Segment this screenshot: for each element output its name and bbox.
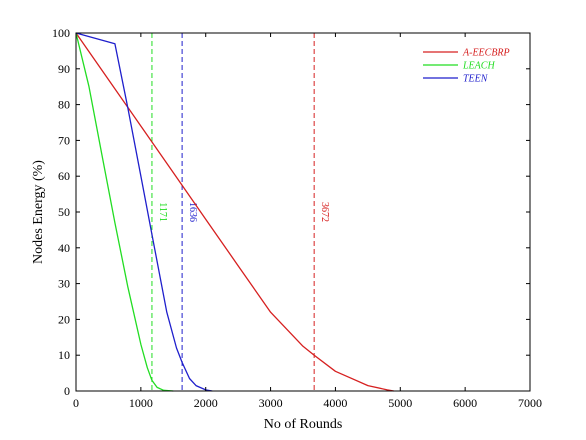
marker-label-1636: 1636 xyxy=(187,202,198,222)
series-layer xyxy=(75,32,394,392)
y-tick-label: 50 xyxy=(58,205,70,219)
x-tick-label: 6000 xyxy=(453,396,477,410)
legend-label-leach: LEACH xyxy=(462,61,495,72)
y-tick-label: 80 xyxy=(58,98,70,112)
legend-label-a-eecbrp: A-EECBRP xyxy=(462,48,510,59)
x-tick-label: 1000 xyxy=(129,396,153,410)
plot-area xyxy=(76,33,530,391)
x-tick-label: 2000 xyxy=(194,396,218,410)
y-tick-label: 100 xyxy=(52,26,70,40)
y-tick-label: 30 xyxy=(58,277,70,291)
x-tick-label: 3000 xyxy=(259,396,283,410)
y-tick-label: 10 xyxy=(58,348,70,362)
legend: A-EECBRP LEACH TEEN xyxy=(423,48,510,85)
x-tick-label: 5000 xyxy=(388,396,412,410)
series-line-a-eecbrp xyxy=(75,32,394,392)
legend-label-teen: TEEN xyxy=(463,74,489,85)
series-line-teen xyxy=(75,32,213,392)
y-axis-title: Nodes Energy (%) xyxy=(31,160,46,264)
marker-label-1171: 1171 xyxy=(157,202,168,222)
y-tick-label: 0 xyxy=(64,384,70,398)
y-tick-label: 90 xyxy=(58,62,70,76)
y-tick-label: 20 xyxy=(58,312,70,326)
marker-layer: 1171 1636 3672 xyxy=(151,33,330,391)
y-tick-label: 40 xyxy=(58,241,70,255)
x-tick-label: 0 xyxy=(73,396,79,410)
y-tick-label: 70 xyxy=(58,133,70,147)
x-axis-title: No of Rounds xyxy=(264,417,343,432)
x-tick-label: 4000 xyxy=(323,396,347,410)
marker-label-3672: 3672 xyxy=(319,202,330,222)
x-tick-label: 7000 xyxy=(518,396,542,410)
axes-layer: 0 1000 2000 3000 4000 5000 6000 7000 0 10 20 30 40 50… xyxy=(52,26,542,410)
series-line-leach xyxy=(75,32,174,392)
y-tick-label: 60 xyxy=(58,169,70,183)
